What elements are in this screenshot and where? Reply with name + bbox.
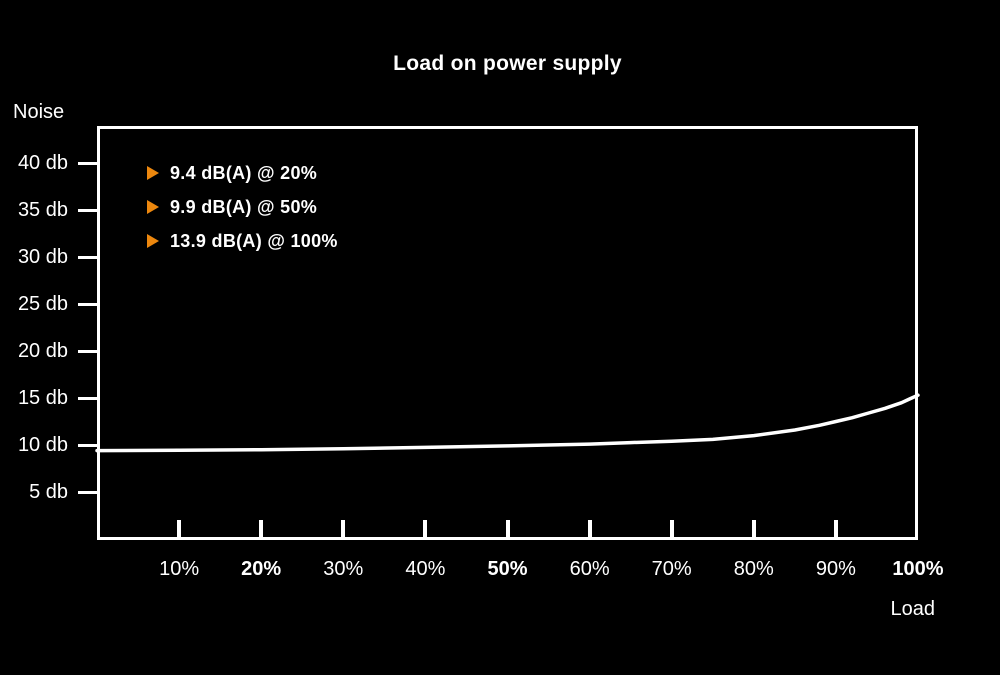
chart-title: Load on power supply — [393, 52, 622, 75]
triangle-right-icon — [147, 166, 159, 180]
x-tick — [587, 520, 592, 537]
x-tick — [751, 520, 756, 537]
x-tick — [259, 520, 264, 537]
y-tick — [78, 208, 97, 212]
annotation-row: 9.9 dB(A) @ 50% — [147, 190, 338, 224]
x-tick-label: 60% — [569, 558, 610, 580]
annotation-row: 9.4 dB(A) @ 20% — [147, 156, 338, 190]
y-tick — [78, 443, 97, 447]
y-tick — [78, 302, 97, 306]
y-tick-label: 30 db — [17, 246, 68, 268]
x-axis-title: Load — [890, 598, 936, 620]
triangle-right-icon — [147, 200, 159, 214]
y-tick-label: 25 db — [17, 293, 68, 315]
y-axis-title: Noise — [13, 101, 65, 123]
x-tick-label: 50% — [487, 558, 528, 580]
x-tick — [833, 520, 838, 537]
y-tick — [78, 161, 97, 165]
x-tick-label: 90% — [815, 558, 856, 580]
x-tick — [177, 520, 182, 537]
y-tick-label: 35 db — [17, 199, 68, 221]
y-tick-label: 40 db — [17, 152, 68, 174]
x-tick-label: 30% — [323, 558, 364, 580]
annotation-label: 13.9 dB(A) @ 100% — [170, 230, 338, 251]
x-tick — [423, 520, 428, 537]
y-tick — [78, 255, 97, 259]
annotation-row: 13.9 dB(A) @ 100% — [147, 224, 338, 258]
x-tick — [505, 520, 510, 537]
annotations: 9.4 dB(A) @ 20% 9.9 dB(A) @ 50% 13.9 dB(A)… — [147, 156, 338, 258]
x-tick-label: 10% — [159, 558, 200, 580]
x-tick — [341, 520, 346, 537]
x-tick-label: 70% — [651, 558, 692, 580]
annotation-label: 9.4 dB(A) @ 20% — [170, 162, 318, 183]
y-tick — [78, 490, 97, 494]
y-tick-label: 5 db — [29, 481, 68, 503]
x-tick-label: 80% — [733, 558, 774, 580]
triangle-right-icon — [147, 234, 159, 248]
x-tick-label: 40% — [405, 558, 446, 580]
y-tick — [78, 349, 97, 353]
annotation-label: 9.9 dB(A) @ 50% — [170, 196, 318, 217]
y-tick-label: 10 db — [17, 434, 68, 456]
plot-area — [97, 126, 918, 540]
y-tick-label: 15 db — [17, 387, 68, 409]
x-tick — [669, 520, 674, 537]
y-tick-label: 20 db — [17, 340, 68, 362]
x-tick-label: 20% — [241, 558, 282, 580]
x-tick-label: 100% — [892, 558, 944, 580]
y-tick — [78, 396, 97, 400]
